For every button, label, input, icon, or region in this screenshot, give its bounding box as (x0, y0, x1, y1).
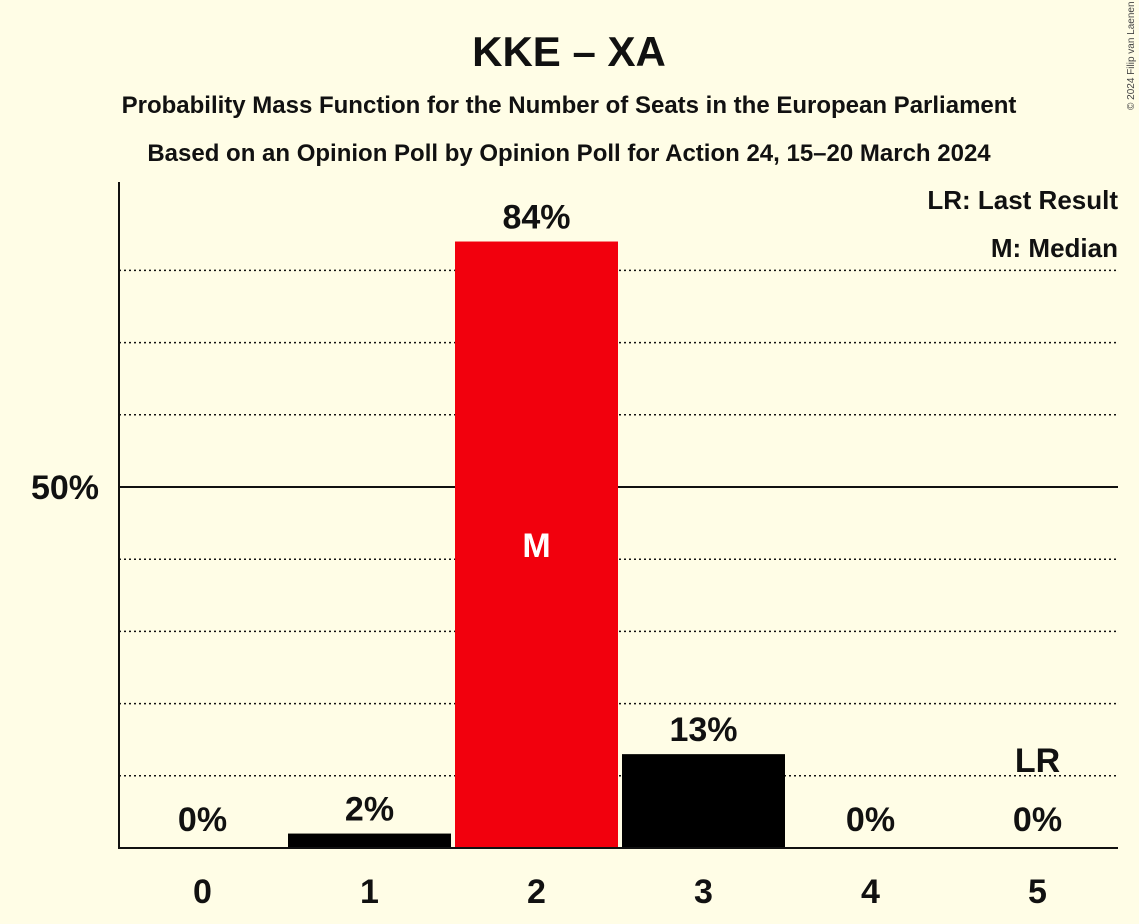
last-result-marker: LR (1015, 742, 1060, 780)
x-tick-label-4: 4 (861, 873, 880, 911)
chart-subtitle: Probability Mass Function for the Number… (122, 92, 1017, 119)
x-tick-label-2: 2 (527, 873, 546, 911)
bars (288, 241, 785, 848)
x-tick-label-5: 5 (1028, 873, 1047, 911)
x-tick-label-3: 3 (694, 873, 713, 911)
value-label-5: 0% (1013, 801, 1062, 839)
y-tick-label-50: 50% (31, 469, 99, 507)
value-label-1: 2% (345, 791, 394, 829)
bar-1 (288, 833, 451, 848)
gridlines (119, 269, 1118, 777)
legend-last-result: LR: Last Result (927, 185, 1118, 215)
chart-title: KKE – XA (472, 28, 666, 75)
legend-median: M: Median (991, 233, 1118, 263)
value-label-3: 13% (669, 711, 737, 749)
value-label-2: 84% (502, 199, 570, 237)
chart-subtitle-poll: Based on an Opinion Poll by Opinion Poll… (147, 140, 991, 167)
value-label-0: 0% (178, 801, 227, 839)
bar-3 (622, 754, 785, 848)
bar-2 (455, 241, 618, 848)
median-marker: M (522, 527, 550, 565)
x-tick-label-1: 1 (360, 873, 379, 911)
axes: 50% 0 1 2 3 4 5 (31, 182, 1118, 911)
value-label-4: 0% (846, 801, 895, 839)
x-tick-label-0: 0 (193, 873, 212, 911)
bar-labels: 0% 2% 84% 13% 0% 0% M LR (178, 199, 1062, 839)
copyright-text: © 2024 Filip van Laenen (1126, 1, 1137, 110)
